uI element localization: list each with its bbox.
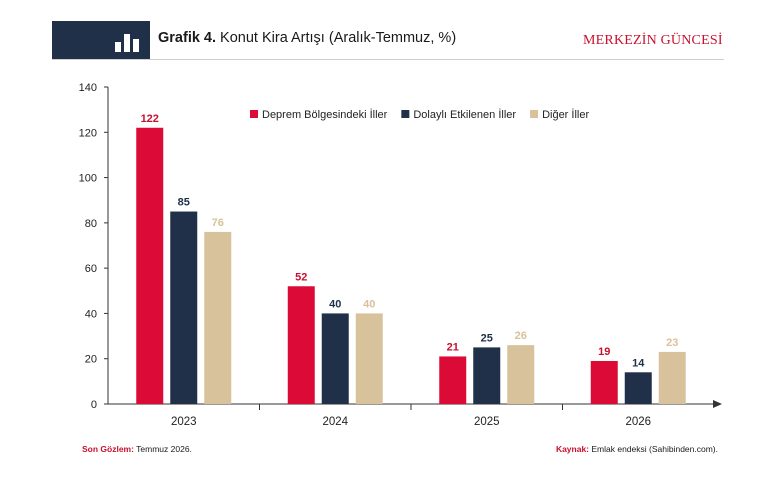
- data-label: 40: [329, 298, 341, 310]
- x-tick-label: 2024: [322, 416, 348, 428]
- bar: [170, 211, 198, 404]
- data-label: 25: [481, 332, 493, 344]
- source-label: Kaynak:: [555, 444, 590, 454]
- data-label: 14: [632, 357, 645, 369]
- data-label: 85: [178, 197, 190, 209]
- bar: [590, 360, 618, 404]
- y-tick-label: 0: [91, 399, 97, 411]
- last-observation-value: Temmuz 2026.: [133, 444, 192, 454]
- y-tick-label: 20: [85, 354, 97, 366]
- brand-logo-text: MERKEZİN GÜNCESİ: [583, 33, 723, 48]
- y-tick-label: 80: [85, 218, 97, 230]
- header-divider: [52, 59, 724, 60]
- data-label: 52: [295, 271, 307, 283]
- bar: [439, 356, 467, 404]
- y-tick-label: 60: [85, 263, 97, 275]
- legend-label: Dolaylı Etkilenen İller: [413, 108, 516, 121]
- source-value: Emlak endeksi (Sahibinden.com).: [589, 444, 718, 454]
- legend-swatch: [250, 110, 258, 118]
- data-label: 76: [212, 217, 224, 229]
- x-tick-label: 2025: [474, 416, 500, 428]
- bar: [204, 231, 232, 404]
- bar-chart-icon: [115, 28, 143, 52]
- last-observation-label: Son Gözlem:: [82, 444, 134, 454]
- bar: [321, 313, 349, 404]
- x-tick-label: 2023: [171, 416, 197, 428]
- chart-title-number: Grafik 4.: [158, 30, 217, 46]
- bar: [624, 372, 652, 404]
- header-icon-box: [52, 21, 150, 59]
- source-note: Kaynak: Emlak endeksi (Sahibinden.com).: [556, 444, 718, 454]
- legend-swatch: [401, 110, 410, 118]
- legend-label: Deprem Bölgesindeki İller: [262, 108, 388, 121]
- legend-label: Diğer İller: [542, 108, 589, 121]
- x-axis-arrow: [713, 400, 722, 408]
- chart-title: Grafik 4. Konut Kira Artışı (Aralık-Temm…: [158, 30, 456, 46]
- bar: [355, 313, 383, 404]
- bar: [473, 347, 501, 404]
- data-label: 40: [363, 298, 375, 310]
- bar: [658, 351, 686, 404]
- data-label: 21: [447, 341, 459, 353]
- chart-title-text: Konut Kira Artışı (Aralık-Temmuz, %): [216, 30, 457, 46]
- bar: [287, 286, 315, 404]
- last-observation-note: Son Gözlem: Temmuz 2026.: [82, 444, 192, 454]
- data-label: 26: [515, 330, 527, 342]
- data-label: 19: [598, 346, 610, 358]
- y-tick-label: 100: [79, 173, 97, 185]
- legend-swatch: [530, 110, 539, 118]
- bar: [507, 345, 535, 404]
- data-label: 122: [141, 113, 159, 125]
- y-tick-label: 120: [79, 127, 97, 139]
- y-tick-label: 140: [79, 82, 97, 94]
- x-tick-label: 2026: [625, 416, 651, 428]
- y-tick-label: 40: [85, 308, 97, 320]
- data-label: 23: [666, 337, 678, 349]
- bar: [136, 127, 164, 404]
